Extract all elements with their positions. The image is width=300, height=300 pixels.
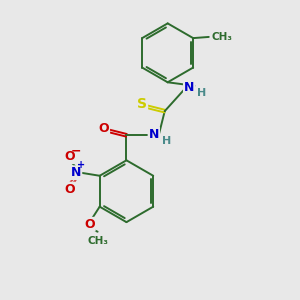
Text: H: H: [197, 88, 207, 98]
Text: −: −: [71, 144, 81, 157]
Text: CH₃: CH₃: [88, 236, 109, 246]
Text: S: S: [137, 98, 147, 111]
Text: N: N: [71, 166, 81, 179]
Text: N: N: [184, 81, 194, 94]
Text: O: O: [84, 218, 95, 231]
Text: H: H: [162, 136, 171, 146]
Text: O: O: [98, 122, 109, 135]
Text: O: O: [64, 150, 75, 163]
Text: O: O: [64, 182, 75, 196]
Text: +: +: [77, 160, 86, 170]
Text: N: N: [148, 128, 159, 141]
Text: CH₃: CH₃: [212, 32, 233, 42]
